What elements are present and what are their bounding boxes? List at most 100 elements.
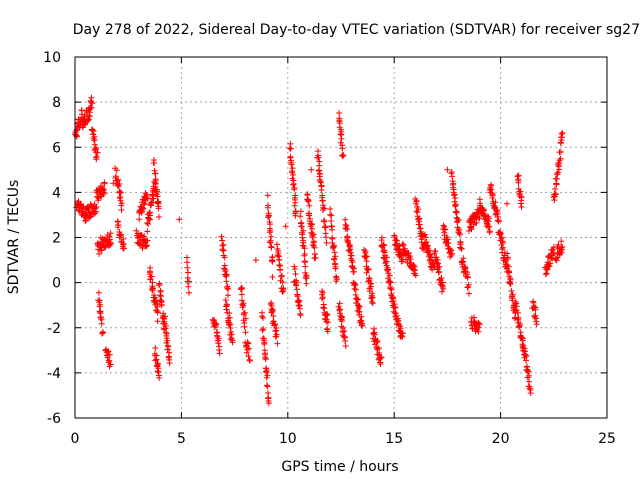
- data-point: [375, 344, 382, 351]
- data-point: [475, 328, 482, 335]
- data-point: [259, 327, 266, 334]
- data-point: [141, 200, 148, 207]
- data-point: [79, 111, 85, 118]
- data-point: [377, 359, 384, 366]
- data-point: [264, 192, 271, 199]
- data-point: [336, 118, 343, 125]
- data-point: [163, 323, 170, 329]
- data-point: [412, 272, 419, 279]
- data-point: [93, 146, 100, 152]
- data-point: [557, 148, 564, 155]
- data-point: [82, 218, 89, 224]
- data-point: [223, 278, 230, 285]
- data-point: [341, 333, 348, 340]
- data-point: [392, 304, 398, 311]
- data-point: [517, 329, 524, 336]
- data-point: [464, 284, 471, 291]
- data-point: [530, 299, 537, 306]
- data-point: [186, 278, 193, 285]
- data-point: [221, 254, 228, 261]
- data-point: [373, 339, 380, 345]
- data-point: [259, 309, 265, 316]
- data-point: [97, 301, 104, 308]
- data-point: [303, 280, 310, 287]
- x-tick-label: 15: [385, 431, 403, 447]
- data-point: [509, 291, 516, 298]
- data-point: [215, 340, 222, 347]
- data-point: [343, 223, 350, 229]
- data-point: [263, 374, 270, 381]
- data-point: [107, 230, 114, 237]
- data-point: [349, 259, 356, 266]
- data-point: [155, 203, 162, 210]
- data-point: [321, 218, 328, 225]
- data-point: [355, 296, 361, 303]
- data-point: [87, 106, 94, 112]
- data-point: [517, 188, 524, 195]
- data-point: [224, 283, 231, 290]
- data-point: [273, 327, 280, 334]
- data-point: [228, 335, 235, 342]
- data-point: [501, 257, 508, 264]
- data-point: [532, 306, 539, 313]
- data-point: [387, 284, 394, 290]
- data-point: [522, 352, 529, 359]
- data-point: [414, 209, 421, 216]
- data-point: [369, 300, 376, 307]
- data-point: [106, 233, 113, 240]
- data-point: [475, 320, 482, 327]
- data-point: [455, 217, 462, 224]
- data-point: [434, 259, 440, 266]
- data-point: [547, 260, 554, 267]
- data-point: [312, 251, 318, 258]
- data-point: [98, 193, 105, 200]
- data-point: [328, 218, 335, 224]
- data-point: [495, 218, 502, 225]
- data-point: [184, 259, 191, 266]
- data-point: [150, 195, 157, 202]
- data-point: [279, 279, 286, 286]
- data-point: [145, 221, 152, 227]
- x-tick-label: 5: [177, 431, 186, 447]
- data-point: [386, 272, 393, 279]
- data-point: [287, 154, 294, 161]
- data-point: [144, 194, 151, 201]
- data-point: [154, 368, 161, 374]
- data-point: [154, 308, 161, 315]
- data-point: [268, 244, 275, 251]
- data-point: [245, 353, 252, 360]
- data-point: [361, 246, 368, 253]
- data-point: [115, 222, 122, 228]
- data-point: [219, 237, 226, 244]
- data-point: [252, 257, 259, 264]
- data-point: [320, 294, 326, 301]
- data-point: [332, 253, 339, 260]
- data-point: [556, 157, 563, 164]
- y-tick-label: 10: [43, 50, 61, 66]
- data-point: [366, 275, 373, 282]
- data-point: [324, 328, 331, 335]
- data-point: [323, 234, 329, 241]
- data-point: [359, 323, 366, 329]
- data-point: [341, 328, 348, 334]
- y-tick-label: -4: [47, 366, 61, 382]
- data-point: [239, 301, 246, 308]
- data-point: [269, 258, 276, 265]
- data-point: [318, 183, 325, 190]
- data-point: [144, 237, 151, 244]
- data-point: [416, 221, 423, 228]
- data-point: [276, 257, 283, 263]
- data-point: [323, 239, 330, 246]
- data-point: [225, 286, 232, 292]
- data-point: [267, 221, 273, 228]
- data-point: [526, 372, 533, 379]
- data-point: [266, 213, 272, 219]
- data-point: [415, 218, 422, 225]
- axis-ticks: [74, 56, 608, 419]
- data-point: [301, 258, 308, 265]
- data-point: [550, 249, 557, 256]
- data-point: [417, 228, 424, 235]
- data-point: [91, 133, 98, 140]
- data-point: [352, 282, 358, 289]
- data-point: [358, 321, 365, 328]
